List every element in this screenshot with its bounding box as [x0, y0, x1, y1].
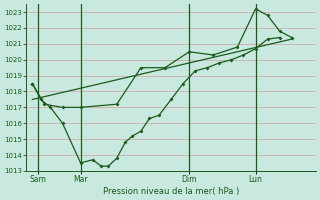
X-axis label: Pression niveau de la mer( hPa ): Pression niveau de la mer( hPa ) [103, 187, 239, 196]
